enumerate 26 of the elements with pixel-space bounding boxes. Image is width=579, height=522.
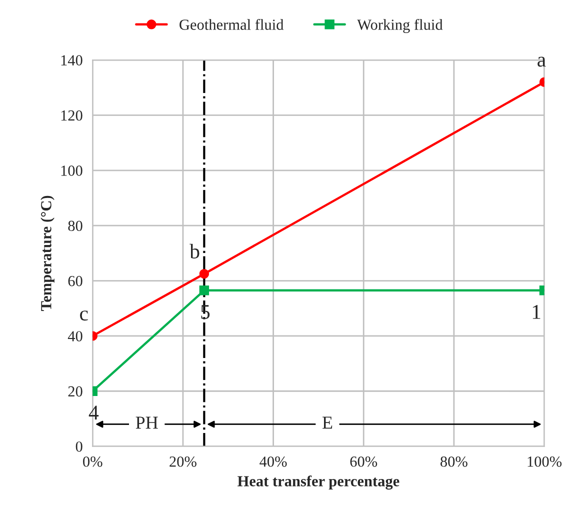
annotation: 5 [201,305,210,319]
x-tick-label: 100% [528,456,562,467]
annotation: 4 [88,406,99,420]
y-tick-label: 80 [68,220,82,232]
y-tick-label: 140 [61,55,82,66]
x-tick-label: 80% [440,456,468,467]
annotation: E [322,416,332,429]
y-tick-label: 100 [61,166,82,176]
y-tick-label: 60 [68,276,82,286]
annotation: 1 [532,305,540,319]
legend-label: Working fluid [357,18,443,34]
annotation: a [538,56,546,67]
x-axis-title: Heat transfer percentage [238,475,400,490]
annotation: c [80,310,88,321]
y-tick-label: 20 [68,386,82,397]
y-axis-title: Temperature (°C) [40,196,54,311]
x-tick-label: 60% [350,456,378,467]
legend-label: Geothermal fluid [180,18,284,30]
x-tick-label: 20% [170,456,196,467]
x-tick-label: 40% [260,456,287,467]
y-tick-label: 0 [76,441,82,452]
x-tick-label: 0% [83,456,102,467]
annotation: PH [136,416,158,429]
annotation: b [190,244,200,259]
y-tick-label: 40 [68,331,82,342]
y-tick-label: 120 [61,110,82,121]
